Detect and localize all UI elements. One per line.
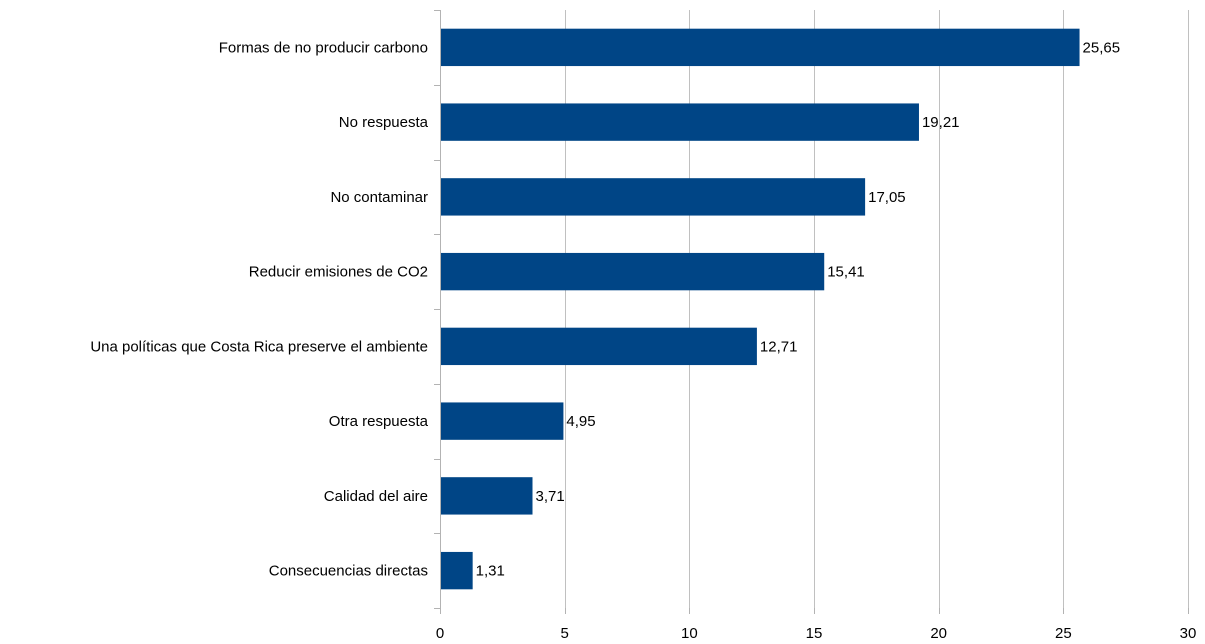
x-tick-label: 15 (806, 625, 823, 642)
bar (441, 477, 533, 515)
data-label: 12,71 (760, 338, 798, 355)
category-label: No respuesta (339, 114, 429, 131)
x-tick-label: 5 (560, 625, 568, 642)
data-label: 15,41 (827, 264, 865, 281)
x-tick-label: 0 (436, 625, 444, 642)
bar (441, 402, 564, 440)
category-labels: Formas de no producir carbono No respuest… (90, 39, 428, 579)
category-label: Reducir emisiones de CO2 (249, 264, 428, 281)
category-label: Otra respuesta (329, 413, 429, 430)
category-label: Una políticas que Costa Rica preserve el… (90, 338, 428, 355)
bar (441, 327, 757, 366)
x-tick-label: 25 (1055, 625, 1072, 642)
x-tick-label: 30 (1180, 625, 1197, 642)
category-label: Consecuencias directas (269, 563, 428, 580)
gridlines (565, 10, 1189, 608)
x-tick-label: 20 (930, 625, 947, 642)
axes (434, 10, 1189, 614)
data-label: 1,31 (476, 563, 505, 580)
bar (441, 551, 473, 590)
data-label: 3,71 (536, 488, 565, 505)
data-label: 25,65 (1083, 39, 1121, 56)
data-label: 17,05 (868, 189, 906, 206)
bar (441, 178, 866, 216)
data-label: 19,21 (922, 114, 960, 131)
category-label: No contaminar (330, 189, 428, 206)
bar (441, 252, 825, 291)
bars (441, 28, 1080, 590)
category-label: Calidad del aire (324, 488, 428, 505)
data-labels: 25,65 19,21 17,05 15,41 12,71 4,95 3,71 1,31 (476, 39, 1120, 579)
data-label: 4,95 (566, 413, 595, 430)
x-tick-label: 10 (681, 625, 698, 642)
bar (441, 28, 1080, 67)
bar (441, 103, 919, 141)
x-tick-labels: 0 5 10 15 20 25 30 (436, 625, 1197, 642)
category-label: Formas de no producir carbono (219, 39, 428, 56)
